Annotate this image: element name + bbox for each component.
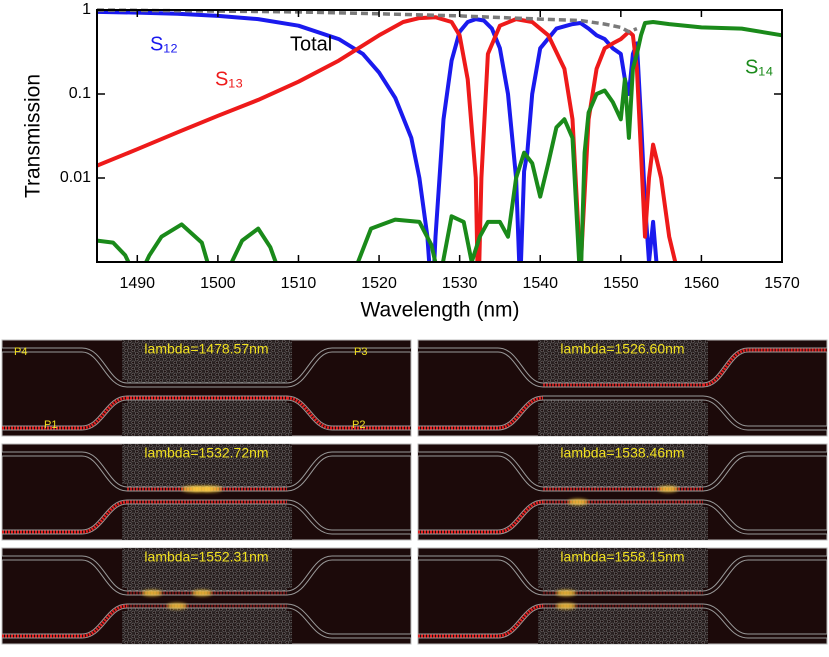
waveguide-channel [538, 595, 708, 604]
waveguide-core [286, 452, 411, 491]
waveguide-core [418, 348, 544, 387]
waveguide-core [702, 396, 827, 430]
waveguide-core [2, 556, 128, 595]
waveguide-channel [122, 491, 292, 500]
y-tick-label: 0.1 [69, 85, 91, 102]
waveguide-core [702, 500, 827, 534]
field-hotspot [167, 603, 187, 609]
field-panel: lambda=1478.57nm P4 P3 P1 P2 [1, 339, 412, 437]
x-tick-label: 1560 [684, 275, 720, 292]
field-hotspot [192, 590, 212, 596]
port-label: P3 [354, 346, 367, 358]
waveguide-channel [122, 595, 292, 604]
x-tick-label: 1550 [603, 275, 639, 292]
port-label: P2 [352, 419, 365, 431]
series-label: Total [290, 33, 332, 55]
x-tick-label: 1570 [764, 275, 800, 292]
x-tick-label: 1500 [200, 275, 236, 292]
x-axis-title: Wavelength (nm) [360, 299, 519, 322]
waveguide-channel [122, 387, 292, 396]
field-panel: lambda=1532.72nm [1, 443, 412, 541]
field-glow [2, 396, 128, 430]
field-hotspot [556, 590, 576, 596]
waveguide-core [418, 452, 544, 491]
series-group [97, 8, 783, 263]
y-tick-label: 1 [82, 1, 91, 18]
field-panel: lambda=1552.31nm [1, 547, 412, 645]
waveguide-core [702, 556, 827, 595]
field-panel: lambda=1526.60nm [417, 339, 828, 437]
series-line [97, 15, 678, 263]
field-glow [286, 396, 411, 430]
waveguide-core [702, 604, 827, 638]
field-panel: lambda=1538.46nm [417, 443, 828, 541]
waveguide-core [2, 452, 128, 491]
y-tick-label: 0.01 [60, 169, 91, 186]
panel-label: lambda=1538.46nm [560, 445, 684, 461]
field-glow [2, 604, 128, 638]
waveguide-channel [538, 491, 708, 500]
waveguide-core [286, 348, 411, 387]
field-hotspot [142, 590, 162, 596]
waveguide-channel [538, 387, 708, 396]
waveguide-core [702, 452, 827, 491]
field-glow [418, 396, 544, 430]
x-tick-label: 1490 [119, 275, 155, 292]
field-glow [418, 500, 544, 534]
waveguide-core [286, 604, 411, 638]
field-panel: lambda=1558.15nm [417, 547, 828, 645]
field-hotspot [568, 499, 588, 505]
field-glow [702, 348, 827, 387]
series-label: S₁₄ [745, 56, 773, 78]
field-hotspot [556, 603, 576, 609]
series-label: S₁₃ [215, 68, 243, 90]
waveguide-core [286, 500, 411, 534]
waveguide-core [2, 348, 128, 387]
panel-label: lambda=1478.57nm [144, 341, 268, 357]
port-label: P1 [44, 419, 57, 431]
field-hotspot [202, 486, 222, 492]
series-line [97, 20, 783, 263]
plot-area: S₁₂ S₁₃ S₁₄ Total 1490 1500 1510 1520 1530 1540 15… [60, 1, 800, 292]
x-tick-label: 1520 [361, 275, 397, 292]
y-axis-title: Transmission [22, 74, 45, 198]
x-tick-label: 1540 [522, 275, 558, 292]
plot-frame [96, 9, 783, 263]
field-hotspot [658, 486, 678, 492]
series-label: S₁₂ [150, 33, 178, 55]
series-line [97, 8, 638, 34]
panel-label: lambda=1552.31nm [144, 549, 268, 565]
x-tick-label: 1510 [281, 275, 317, 292]
field-panels: lambda=1478.57nm P4 P3 P1 P2 lambda=1526.60nm… [1, 339, 828, 645]
panel-label: lambda=1526.60nm [560, 341, 684, 357]
field-glow [418, 604, 544, 638]
field-glow [2, 500, 128, 534]
panel-label: lambda=1532.72nm [144, 445, 268, 461]
waveguide-core [418, 556, 544, 595]
panel-label: lambda=1558.15nm [560, 549, 684, 565]
waveguide-core [286, 556, 411, 595]
x-tick-label: 1530 [442, 275, 478, 292]
port-label: P4 [14, 346, 27, 358]
